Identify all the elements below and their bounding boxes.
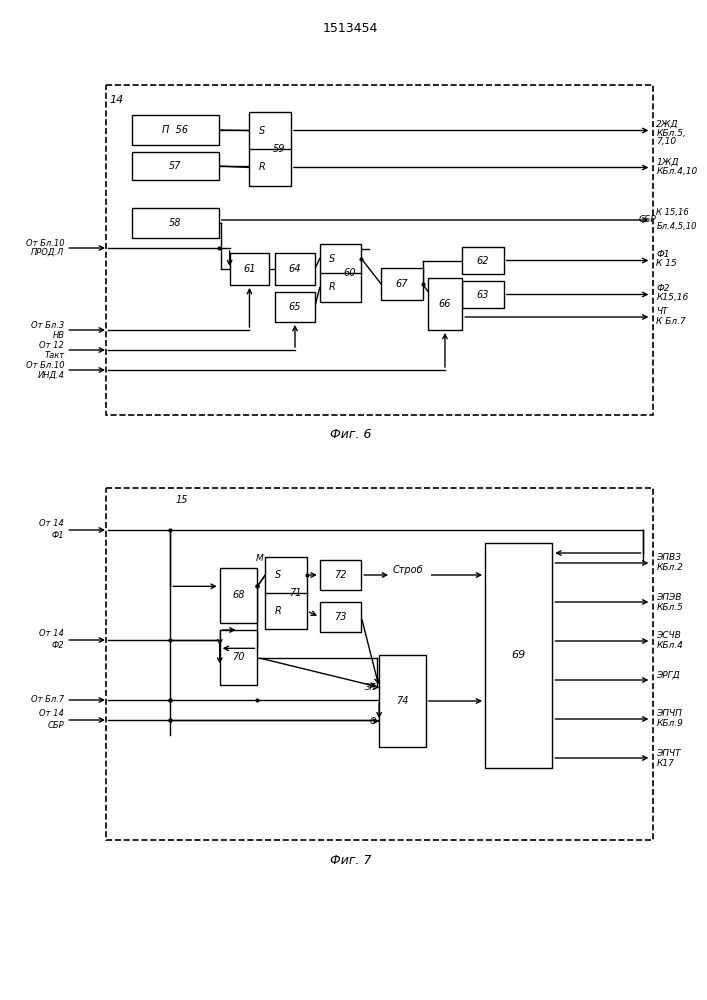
FancyBboxPatch shape (485, 543, 552, 768)
FancyBboxPatch shape (132, 208, 218, 238)
Text: Ф1: Ф1 (52, 530, 64, 540)
FancyBboxPatch shape (381, 268, 423, 300)
Text: Фиг. 7: Фиг. 7 (329, 854, 371, 866)
Text: КБл.5,: КБл.5, (656, 129, 686, 138)
Text: 7,10: 7,10 (656, 137, 677, 146)
Text: Такт: Такт (45, 351, 64, 360)
Text: 68: 68 (233, 590, 245, 600)
Text: ЗП: ЗП (365, 683, 376, 692)
Text: 65: 65 (288, 302, 301, 312)
Text: ЭПЧТ: ЭПЧТ (656, 748, 681, 758)
Text: ЭПВЗ: ЭПВЗ (656, 554, 681, 562)
Text: ЭРГД: ЭРГД (656, 670, 680, 680)
FancyBboxPatch shape (132, 115, 218, 145)
Text: ЭПЭВ: ЭПЭВ (656, 592, 682, 601)
Text: 69: 69 (512, 650, 526, 660)
Text: Фиг. 6: Фиг. 6 (329, 428, 371, 442)
Text: О: О (370, 717, 376, 726)
Text: 57: 57 (169, 161, 182, 171)
Text: R: R (274, 606, 281, 616)
Text: П  56: П 56 (162, 125, 188, 135)
Text: Ф1: Ф1 (656, 250, 670, 259)
Text: S: S (329, 253, 335, 263)
Text: 70: 70 (233, 652, 245, 662)
Text: СБР: СБР (638, 216, 656, 225)
Text: ИНД.4: ИНД.4 (37, 370, 64, 379)
FancyBboxPatch shape (265, 557, 307, 629)
Text: 63: 63 (477, 290, 489, 300)
Text: ЧТ: ЧТ (656, 308, 668, 316)
Text: 15: 15 (175, 495, 188, 505)
FancyBboxPatch shape (275, 292, 315, 322)
Text: 71: 71 (289, 588, 301, 598)
Text: ЭСЧВ: ЭСЧВ (656, 632, 681, 641)
Text: КБл.9: КБл.9 (656, 720, 683, 728)
FancyBboxPatch shape (320, 244, 361, 302)
Text: От 12: От 12 (40, 342, 64, 351)
Text: Бл.4,5,10: Бл.4,5,10 (656, 222, 697, 231)
Text: 1513454: 1513454 (322, 21, 378, 34)
Text: ПРОД.Л: ПРОД.Л (31, 247, 64, 256)
Text: СБР: СБР (47, 720, 64, 730)
Text: 1ЖД: 1ЖД (656, 158, 679, 167)
FancyBboxPatch shape (275, 253, 315, 285)
Text: Ф2: Ф2 (52, 641, 64, 650)
Text: Строб: Строб (393, 565, 423, 575)
FancyBboxPatch shape (250, 112, 291, 186)
Text: От 14: От 14 (40, 520, 64, 528)
Text: К 15,16: К 15,16 (656, 208, 689, 217)
Text: КБл.5: КБл.5 (656, 602, 683, 611)
FancyBboxPatch shape (320, 560, 361, 590)
Text: 2ЖД: 2ЖД (656, 120, 679, 129)
Text: Ф2: Ф2 (656, 284, 670, 293)
Text: 74: 74 (396, 696, 409, 706)
Text: От Бл.3: От Бл.3 (31, 322, 64, 330)
FancyBboxPatch shape (220, 630, 257, 685)
Text: 58: 58 (169, 218, 182, 228)
Text: КБл.4,10: КБл.4,10 (656, 167, 698, 176)
FancyBboxPatch shape (462, 281, 504, 308)
Text: НВ: НВ (52, 330, 64, 340)
Text: К17: К17 (656, 758, 674, 768)
Text: S: S (274, 570, 281, 580)
Text: R: R (329, 282, 336, 292)
FancyBboxPatch shape (462, 247, 504, 274)
Text: 60: 60 (344, 268, 356, 278)
Text: М: М (255, 554, 263, 563)
Text: R: R (259, 162, 265, 172)
Text: От Бл.7: От Бл.7 (31, 696, 64, 704)
Text: 61: 61 (243, 264, 256, 274)
Text: 59: 59 (273, 144, 286, 154)
Text: От 14: От 14 (40, 630, 64, 639)
Text: К15,16: К15,16 (656, 293, 689, 302)
Text: 64: 64 (288, 264, 301, 274)
Text: 73: 73 (334, 612, 346, 622)
Text: От 14: От 14 (40, 710, 64, 718)
FancyBboxPatch shape (379, 655, 426, 747)
Text: 14: 14 (110, 95, 124, 105)
Text: S: S (259, 125, 265, 135)
FancyBboxPatch shape (132, 152, 218, 180)
FancyBboxPatch shape (320, 602, 361, 632)
Text: 62: 62 (477, 255, 489, 265)
Text: От Бл.10: От Бл.10 (25, 239, 64, 248)
Text: К 15: К 15 (656, 259, 677, 268)
Text: КБл.4: КБл.4 (656, 642, 683, 650)
Text: К Бл.7: К Бл.7 (656, 316, 686, 326)
Text: От Бл.10: От Бл.10 (25, 361, 64, 370)
Text: ЭПЧП: ЭПЧП (656, 710, 682, 718)
FancyBboxPatch shape (220, 568, 257, 623)
FancyBboxPatch shape (428, 278, 462, 330)
FancyBboxPatch shape (230, 253, 269, 285)
Text: 66: 66 (439, 299, 451, 309)
Text: 67: 67 (396, 279, 408, 289)
Text: КБл.2: КБл.2 (656, 564, 683, 572)
Text: 72: 72 (334, 570, 346, 580)
